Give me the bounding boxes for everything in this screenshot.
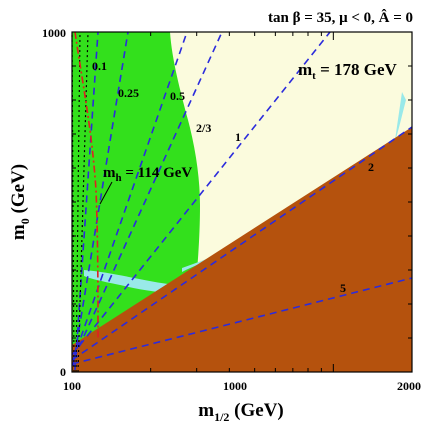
dotted-line-2 [75, 31, 81, 373]
contour-label-7: 5 [340, 281, 346, 295]
contour-label-3: 0.5 [170, 89, 185, 103]
y-axis-title: m0 (GeV) [8, 164, 32, 240]
y-tick-label-1000: 1000 [42, 26, 66, 40]
contour-line-1 [74, 31, 99, 371]
x-tick-label-1000: 1000 [223, 379, 247, 393]
dotted-line-3 [77, 31, 89, 373]
contour-label-6: 2 [368, 160, 374, 174]
x-axis-title: m1/2 (GeV) [198, 400, 284, 424]
brown-region [72, 127, 412, 372]
contour-line-7 [71, 277, 413, 365]
x-tick-label-100: 100 [63, 379, 81, 393]
green-region [72, 32, 200, 345]
y-tick-label-0: 0 [60, 365, 66, 379]
contour-line-3 [72, 31, 188, 361]
contour-line-6 [71, 126, 413, 361]
contour-label-1: 0.1 [92, 59, 107, 73]
x-tick-label-2000: 2000 [397, 379, 421, 393]
contour-label-5: 1 [235, 130, 241, 144]
contour-line-5 [71, 31, 331, 356]
contour-line-2 [72, 31, 129, 367]
contour-label-4: 2/3 [196, 121, 211, 135]
annotation-mt: mt = 178 GeV [298, 60, 398, 82]
higgs-mass-contour [74, 31, 99, 341]
contour-label-2: 0.25 [118, 86, 139, 100]
chart-title: tan β = 35, μ < 0, Â = 0 [268, 9, 413, 26]
annotation-mh-arrow [99, 181, 113, 205]
annotation-mh: mh = 114 GeV [103, 165, 192, 184]
